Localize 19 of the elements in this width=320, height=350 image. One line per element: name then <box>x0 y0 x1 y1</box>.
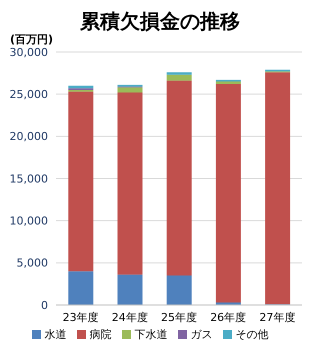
chart-title: 累積欠損金の推移 <box>79 8 241 33</box>
legend-label: ガス <box>190 328 212 341</box>
y-tick-label: 30,000 <box>10 46 48 59</box>
legend-label: 水道 <box>44 328 66 341</box>
x-tick-label: 23年度 <box>62 310 99 324</box>
y-tick-label: 15,000 <box>10 172 48 186</box>
legend-label: 下水道 <box>134 328 168 341</box>
y-tick-label: 0 <box>41 298 48 312</box>
y-tick-label: 10,000 <box>10 214 48 228</box>
x-tick-label: 25年度 <box>161 310 197 324</box>
y-axis-title: (百万円) <box>10 32 54 46</box>
y-tick-label: 5,000 <box>16 256 48 270</box>
legend-label: その他 <box>236 328 268 341</box>
y-tick-label: 25,000 <box>10 88 48 102</box>
x-tick-label: 24年度 <box>112 310 148 324</box>
y-tick-label: 20,000 <box>10 130 48 144</box>
x-tick-label: 27年度 <box>259 310 296 324</box>
x-tick-label: 26年度 <box>210 310 246 324</box>
legend-label: 病院 <box>90 328 112 341</box>
